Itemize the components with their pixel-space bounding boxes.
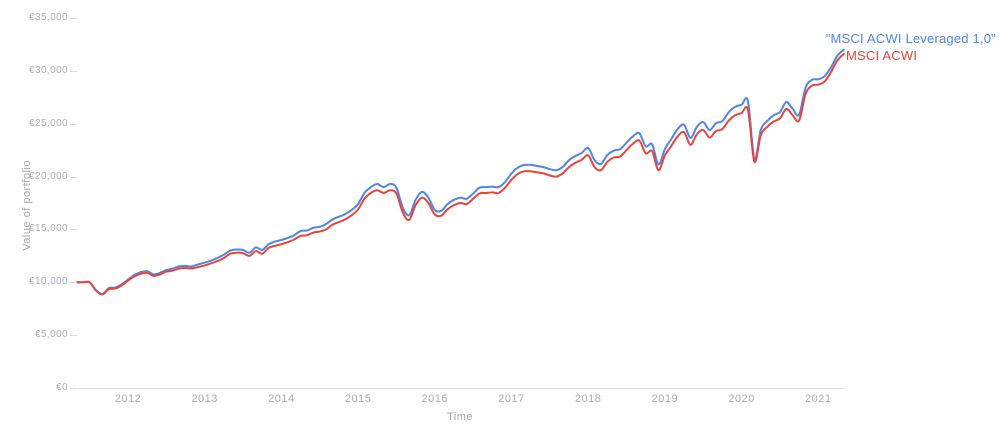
x-axis-line bbox=[78, 388, 843, 389]
x-tick-label: 2020 bbox=[728, 393, 755, 405]
x-tick-label: 2021 bbox=[805, 393, 832, 405]
y-tick-dash bbox=[70, 335, 77, 337]
y-tick-dash bbox=[70, 176, 77, 178]
legend-label-msci-acwi-leveraged: "MSCI ACWI Leveraged 1,0" bbox=[825, 31, 996, 46]
series-line-msci-acwi-leveraged bbox=[75, 48, 845, 295]
y-tick-label: €35,000 bbox=[29, 12, 68, 23]
x-tick-label: 2017 bbox=[498, 393, 525, 405]
y-tick-label: €20,000 bbox=[29, 170, 68, 182]
y-tick-label: €10,000 bbox=[29, 276, 68, 288]
x-tick-label: 2016 bbox=[421, 393, 449, 405]
series-line-msci-acwi bbox=[75, 52, 845, 296]
y-tick-dash bbox=[70, 70, 77, 72]
y-tick-label: €5,000 bbox=[35, 329, 68, 341]
y-tick-label: €15,000 bbox=[29, 223, 68, 235]
y-tick-dash bbox=[70, 229, 77, 231]
y-tick-dash bbox=[70, 123, 77, 125]
x-tick-label: 2018 bbox=[574, 393, 602, 405]
x-tick-label: 2013 bbox=[191, 393, 218, 405]
y-tick-label: €0 bbox=[56, 382, 68, 393]
y-tick-dash bbox=[70, 282, 77, 284]
y-tick-label: €25,000 bbox=[29, 117, 68, 129]
y-axis-title: Value of portfolio bbox=[21, 160, 33, 251]
y-tick-label: €30,000 bbox=[29, 64, 68, 76]
x-tick-label: 2012 bbox=[114, 393, 142, 405]
x-axis-title: Time bbox=[446, 411, 474, 423]
x-tick-label: 2014 bbox=[268, 393, 295, 405]
x-tick-label: 2015 bbox=[344, 393, 372, 405]
legend-label-msci-acwi: MSCI ACWI bbox=[846, 48, 918, 63]
x-tick-label: 2019 bbox=[651, 393, 679, 405]
y-tick-dash bbox=[70, 388, 77, 389]
y-tick-dash bbox=[70, 18, 77, 19]
